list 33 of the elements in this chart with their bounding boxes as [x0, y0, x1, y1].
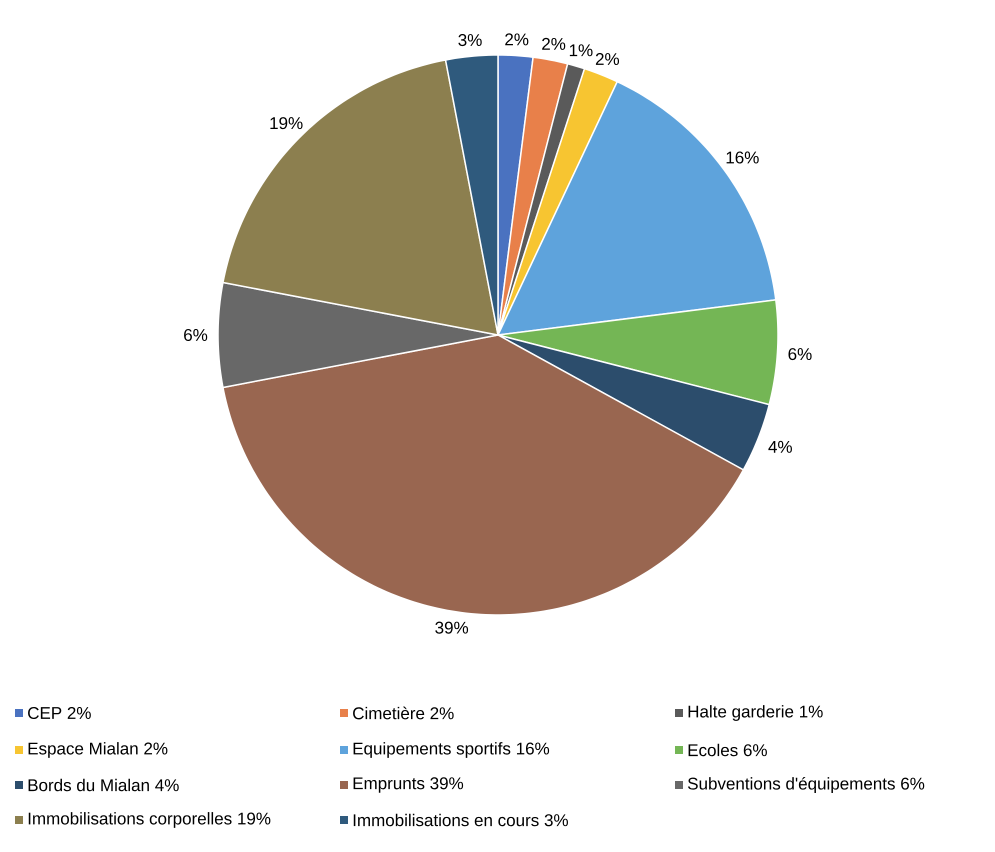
text: 4%: [155, 779, 179, 792]
text: 3%: [544, 814, 568, 826]
data-label: 1%: [570, 44, 593, 56]
legend-label: Cimetière: [353, 706, 424, 720]
legend-label: Equipements sportifs: [354, 742, 510, 758]
legend-label: Ecoles: [688, 744, 738, 756]
text: 39%: [430, 777, 464, 790]
legend-label: Subventions d'équipements: [688, 776, 895, 794]
legend-label: CEP: [28, 706, 62, 720]
legend-label: Halte garderie: [688, 705, 794, 721]
data-label: 19%: [270, 117, 303, 130]
legend-label: Espace Mialan: [28, 742, 138, 758]
text: 1%: [800, 706, 823, 718]
text: 2%: [430, 707, 454, 720]
text: 19%: [238, 812, 270, 825]
data-label: 6%: [788, 348, 812, 360]
data-label: 2%: [505, 33, 528, 46]
legend-label: Bords du Mialan: [28, 778, 149, 792]
data-label: 16%: [726, 151, 759, 164]
legend-label: Immobilisations en cours: [354, 814, 539, 826]
data-label: 2%: [542, 38, 566, 50]
data-label: 2%: [596, 53, 620, 66]
legend-label: Immobilisations corporelles: [28, 812, 232, 828]
text: 2%: [144, 742, 168, 754]
data-label: 4%: [768, 440, 792, 453]
text: 6%: [901, 778, 924, 790]
data-label: 39%: [435, 622, 468, 634]
data-label: 3%: [458, 34, 482, 46]
data-label: 6%: [184, 328, 208, 342]
legend-label: Emprunts: [354, 777, 424, 793]
text: 2%: [68, 706, 91, 719]
text: 6%: [744, 744, 767, 756]
text: 16%: [516, 742, 550, 755]
